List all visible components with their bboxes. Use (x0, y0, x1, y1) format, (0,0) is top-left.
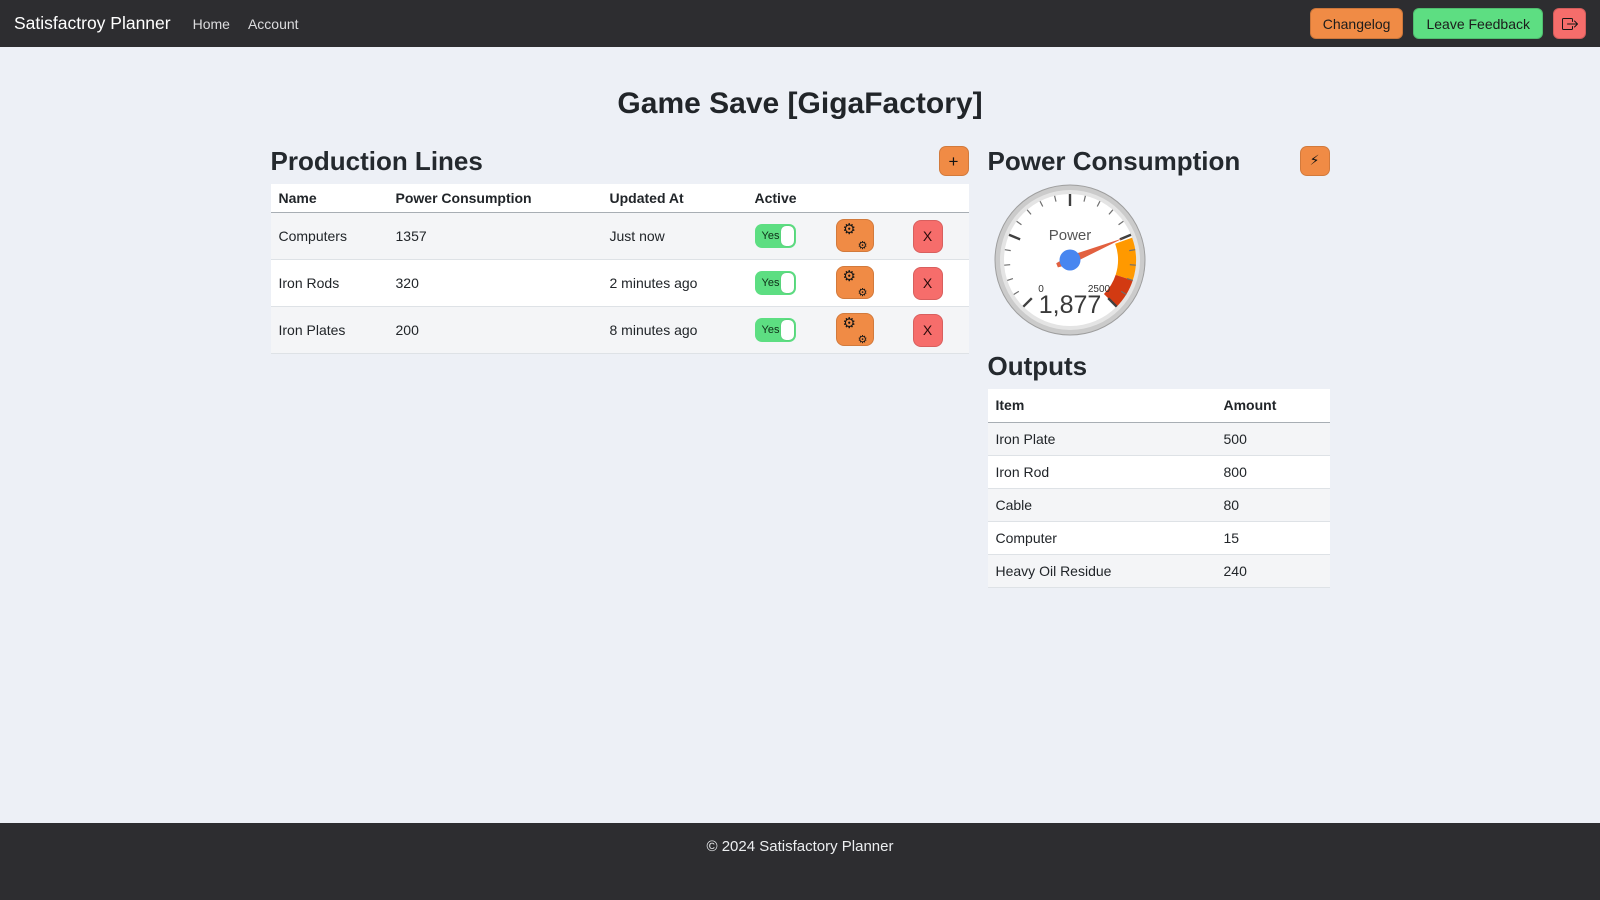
table-row: Iron Rods 320 2 minutes ago Yes ⚙ ⚙ X (270, 259, 969, 307)
outputs-table-header: Item Amount (987, 389, 1330, 423)
gear-icon: ⚙ (842, 267, 856, 285)
nav-link-home[interactable]: Home (192, 15, 230, 32)
gear-icon: ⚙ (842, 314, 856, 332)
cell-updated: 2 minutes ago (601, 259, 747, 307)
active-toggle[interactable]: Yes (754, 318, 796, 342)
cell-power: 1357 (387, 212, 602, 260)
active-toggle[interactable]: Yes (754, 224, 796, 248)
cell-name: Computers (270, 212, 388, 260)
toggle-knob (780, 273, 794, 293)
svg-text:2500: 2500 (1087, 284, 1110, 295)
power-bolt-button[interactable]: ⚡ (1299, 146, 1330, 176)
production-lines-heading: Production Lines (270, 145, 483, 176)
power-consumption-heading: Power Consumption (987, 145, 1241, 176)
leave-feedback-button[interactable]: Leave Feedback (1413, 8, 1543, 39)
gear-icon: ⚙ (857, 239, 868, 252)
cell-updated: 8 minutes ago (601, 306, 747, 354)
toggle-label: Yes (761, 324, 780, 336)
cell-amount: 240 (1215, 554, 1330, 588)
column-header-power: Power Consumption (387, 184, 602, 213)
power-outputs-section: Power Consumption ⚡ 0 2500 Power 1,877 Outp… (987, 145, 1330, 588)
brand[interactable]: Satisfactroy Planner (14, 13, 171, 33)
cell-name: Iron Rods (270, 259, 388, 307)
power-gauge: 0 2500 Power 1,877 (994, 184, 1145, 336)
settings-button[interactable]: ⚙ ⚙ (835, 219, 874, 252)
footer: © 2024 Satisfactory Planner (0, 823, 1600, 900)
table-row: Computers 1357 Just now Yes ⚙ ⚙ X (270, 212, 969, 260)
changelog-button[interactable]: Changelog (1309, 8, 1404, 39)
cell-item: Heavy Oil Residue (987, 554, 1216, 588)
column-header-item: Item (987, 389, 1216, 423)
column-header-name: Name (270, 184, 388, 213)
outputs-heading: Outputs (987, 350, 1088, 381)
table-row: Iron Plate 500 (987, 422, 1330, 456)
cell-name: Iron Plates (270, 306, 388, 354)
content-columns: Production Lines + Name Power Consumptio… (270, 145, 1330, 588)
cell-amount: 15 (1215, 521, 1330, 555)
cell-amount: 80 (1215, 488, 1330, 522)
cell-item: Computer (987, 521, 1216, 555)
production-lines-table: Name Power Consumption Updated At Active… (270, 184, 969, 354)
nav-link-account[interactable]: Account (247, 15, 299, 32)
delete-button[interactable]: X (912, 266, 943, 300)
navbar: Satisfactroy Planner Home Account Change… (0, 0, 1600, 47)
settings-button[interactable]: ⚙ ⚙ (835, 313, 874, 346)
table-row: Computer 15 (987, 521, 1330, 555)
page-title: Game Save [GigaFactory] (617, 87, 983, 120)
toggle-knob (780, 320, 794, 340)
cell-item: Iron Rod (987, 455, 1216, 489)
svg-text:Power: Power (1048, 227, 1091, 244)
toggle-label: Yes (761, 277, 780, 289)
cell-item: Cable (987, 488, 1216, 522)
logout-icon (1561, 16, 1578, 32)
lightning-icon: ⚡ (1309, 153, 1320, 169)
gear-icon: ⚙ (857, 333, 868, 346)
active-toggle[interactable]: Yes (754, 271, 796, 295)
logout-button[interactable] (1553, 8, 1586, 39)
copyright-text: © 2024 Satisfactory Planner (706, 838, 894, 855)
main-content: Game Save [GigaFactory] Production Lines… (0, 47, 1600, 823)
svg-text:0: 0 (1038, 284, 1044, 295)
power-gauge-container: 0 2500 Power 1,877 (994, 184, 1146, 336)
gear-icon: ⚙ (842, 220, 856, 238)
cell-amount: 800 (1215, 455, 1330, 489)
settings-button[interactable]: ⚙ ⚙ (835, 266, 874, 299)
cell-power: 320 (387, 259, 602, 307)
column-header-amount: Amount (1215, 389, 1330, 423)
table-row: Heavy Oil Residue 240 (987, 554, 1330, 588)
column-header-active: Active (746, 184, 828, 213)
outputs-table: Item Amount Iron Plate 500 Iron Rod 800 (987, 389, 1330, 588)
gear-icon: ⚙ (857, 286, 868, 299)
table-row: Iron Rod 800 (987, 455, 1330, 489)
cell-power: 200 (387, 306, 602, 354)
add-production-line-button[interactable]: + (938, 146, 969, 176)
delete-button[interactable]: X (912, 219, 943, 253)
toggle-knob (780, 226, 794, 246)
cell-amount: 500 (1215, 422, 1330, 456)
column-header-updated: Updated At (601, 184, 747, 213)
svg-text:1,877: 1,877 (1038, 291, 1101, 319)
production-lines-section: Production Lines + Name Power Consumptio… (270, 145, 969, 354)
table-row: Cable 80 (987, 488, 1330, 522)
cell-updated: Just now (601, 212, 747, 260)
table-row: Iron Plates 200 8 minutes ago Yes ⚙ ⚙ X (270, 306, 969, 354)
cell-item: Iron Plate (987, 422, 1216, 456)
delete-button[interactable]: X (912, 313, 943, 347)
toggle-label: Yes (761, 230, 780, 242)
production-table-header: Name Power Consumption Updated At Active (270, 184, 969, 213)
